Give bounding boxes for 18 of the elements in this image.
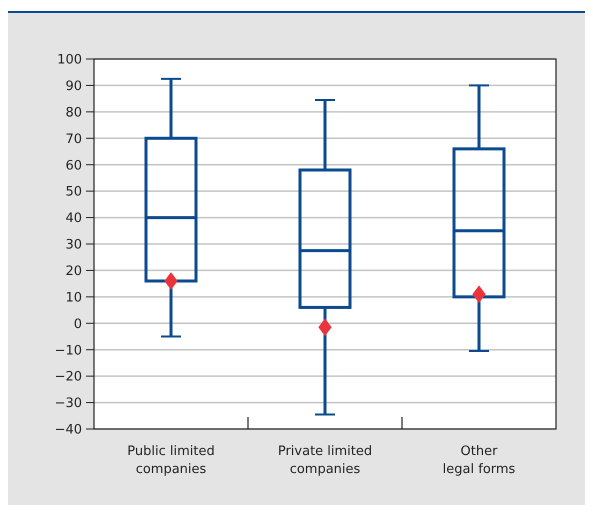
x-tick-label: Public limited companies bbox=[127, 444, 215, 477]
y-tick-label: 30 bbox=[65, 238, 82, 253]
y-tick-label: −10 bbox=[54, 343, 82, 358]
y-tick-label: 10 bbox=[65, 290, 82, 306]
y-tick-label: −40 bbox=[54, 422, 82, 438]
y-tick-label: 70 bbox=[65, 132, 82, 147]
y-tick-label: −30 bbox=[54, 396, 82, 412]
x-tick-label: Other legal forms bbox=[442, 444, 516, 477]
y-tick-label: 80 bbox=[65, 105, 82, 120]
y-tick-label: 0 bbox=[74, 316, 82, 332]
y-tick-label: −20 bbox=[54, 370, 82, 385]
y-tick-label: 90 bbox=[65, 78, 82, 94]
x-tick-label: Private limited companies bbox=[278, 444, 372, 477]
y-tick-label: 60 bbox=[65, 158, 82, 174]
y-tick-label: 100 bbox=[57, 52, 82, 68]
y-tick-label: 50 bbox=[65, 184, 82, 200]
y-tick-label: 40 bbox=[65, 211, 82, 226]
y-tick-label: 20 bbox=[65, 264, 82, 279]
